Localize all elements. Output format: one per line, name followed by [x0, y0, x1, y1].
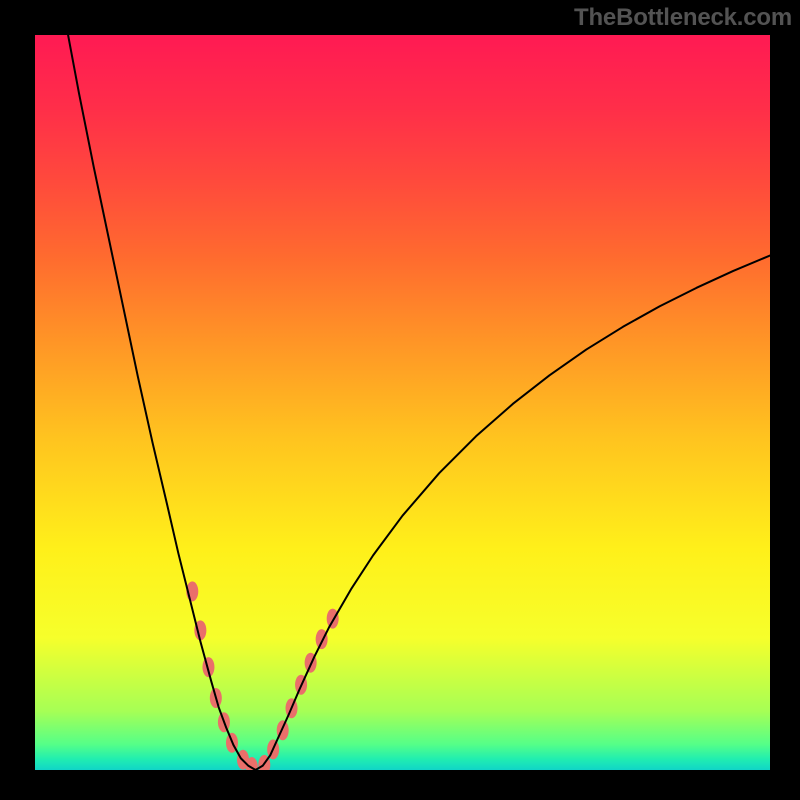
chart-canvas: TheBottleneck.com: [0, 0, 800, 800]
plot-area: [35, 35, 770, 770]
plot-svg: [35, 35, 770, 770]
watermark-text: TheBottleneck.com: [574, 4, 792, 32]
gradient-background: [35, 35, 770, 770]
highlight-marker: [327, 609, 339, 629]
